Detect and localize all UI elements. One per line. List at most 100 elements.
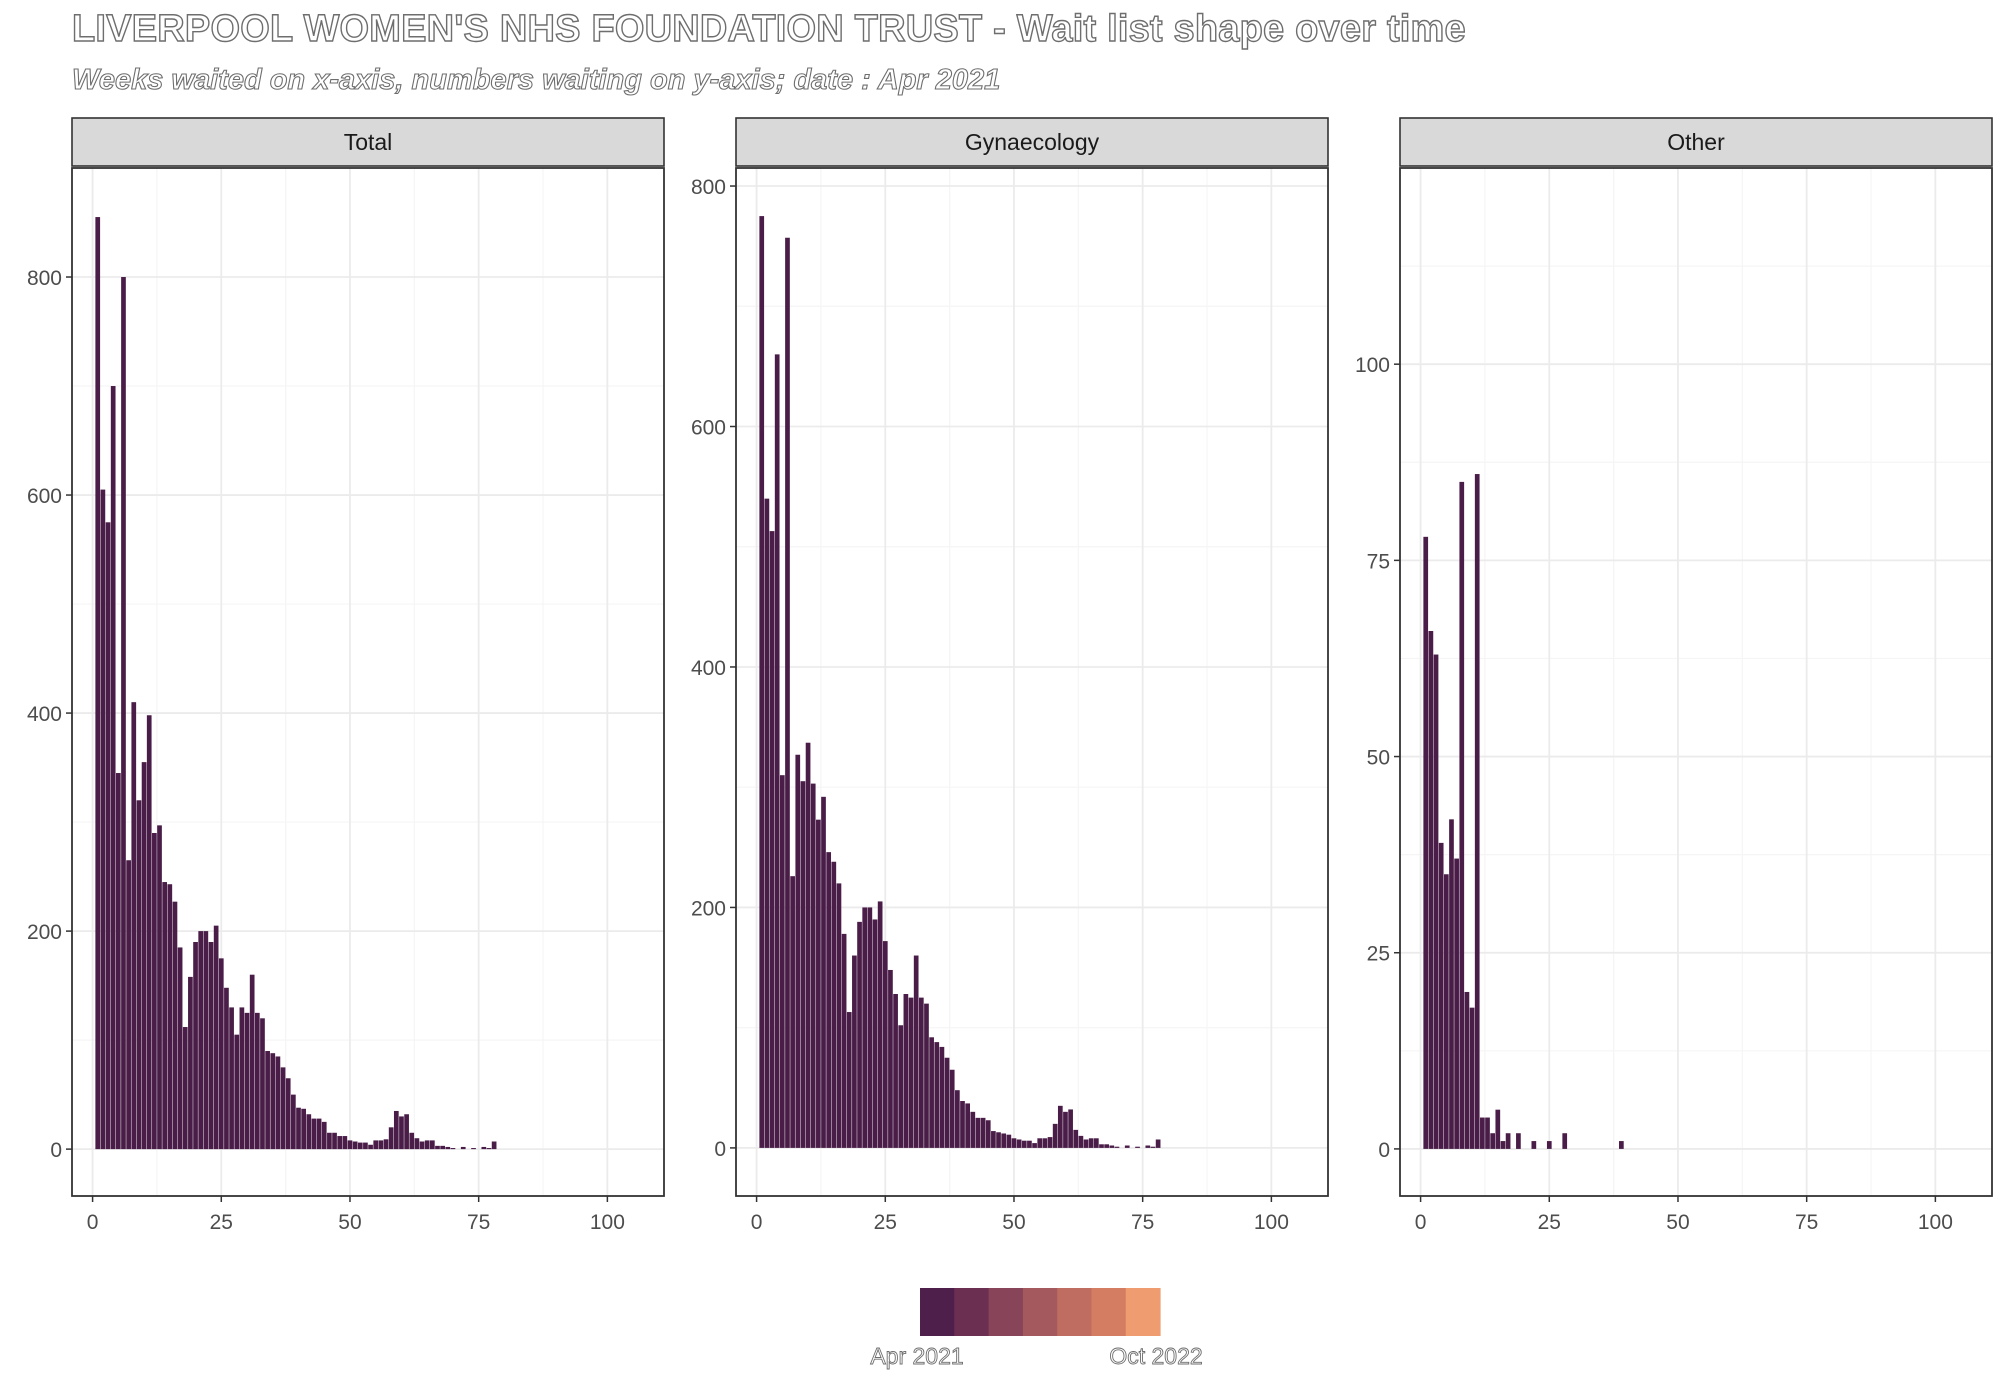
y-tick-label: 800 [27,267,62,290]
panel-strip [1399,117,1993,167]
bar [193,941,198,1150]
x-tick-label: 0 [1415,1211,1427,1234]
bar [1068,1109,1073,1148]
bar [774,354,780,1148]
x-tick-label: 25 [1538,1211,1561,1234]
bar [157,825,162,1150]
bar [177,947,183,1150]
bar-series [95,217,497,1150]
bar [115,773,121,1150]
bar [1443,874,1449,1149]
bar [1042,1138,1048,1148]
bar [877,901,883,1148]
bar [301,1108,307,1150]
bar [121,277,126,1150]
bar [105,522,111,1150]
bar [285,1078,291,1150]
bar [280,1067,286,1150]
bar [296,1107,301,1150]
bar [960,1101,965,1148]
y-tick-label: 25 [1367,943,1390,966]
bar [1109,1145,1115,1148]
x-tick-label: 0 [87,1211,99,1234]
y-tick-label: 400 [691,657,726,680]
bar [393,1110,399,1150]
y-tick-label: 600 [691,417,726,440]
bar [152,832,157,1150]
bar [1438,842,1444,1149]
bar [162,882,168,1150]
bar [882,941,888,1148]
bar [949,1069,955,1148]
bar [857,921,862,1148]
bar [291,1094,296,1150]
bar [471,1148,476,1150]
bar [332,1132,337,1150]
panel-strip [735,117,1329,167]
bar [1011,1138,1017,1148]
bar [146,715,152,1150]
bar [450,1148,456,1150]
bar [846,1012,852,1148]
bar [131,702,137,1150]
chart-title: LIVERPOOL WOMEN'S NHS FOUNDATION TRUST -… [71,7,1466,50]
bar [141,762,147,1150]
panel-strip-label: Gynaecology [965,129,1100,155]
bar [481,1146,487,1150]
bar [800,781,806,1148]
bar [1124,1145,1130,1148]
bar [203,931,209,1150]
bar [239,1007,245,1150]
bar [1423,536,1429,1149]
y-tick-label: 400 [27,703,62,726]
bar [841,933,847,1148]
x-tick-label: 100 [1254,1211,1289,1234]
bar [1516,1133,1521,1149]
bar [275,1056,281,1150]
bar [970,1111,976,1148]
y-tick-label: 0 [714,1138,726,1161]
bar [260,1018,265,1150]
bar [769,531,775,1148]
x-tick-label: 25 [210,1211,233,1234]
bar [1474,474,1480,1149]
y-tick-label: 100 [1355,354,1390,377]
bar [898,1025,904,1148]
bar [1531,1141,1537,1149]
bar [985,1120,991,1148]
bar [903,994,909,1148]
bar [872,919,878,1148]
bar [1021,1140,1027,1148]
y-tick-label: 75 [1367,550,1390,573]
color-legend: Apr 2021 Oct 2022 [870,1288,1203,1369]
bar [234,1034,240,1150]
bar [980,1117,986,1148]
bar [831,861,837,1148]
bar [1505,1133,1511,1149]
legend-swatch [1057,1288,1092,1336]
bar [1073,1129,1079,1148]
bar [373,1140,379,1150]
bar [1433,654,1439,1149]
legend-end-label: Oct 2022 [1109,1343,1202,1369]
bar [939,1046,945,1148]
bar [996,1132,1001,1148]
bar [224,987,229,1150]
bar [867,907,873,1148]
bar [213,925,219,1150]
bar [1063,1111,1068,1148]
bar [491,1141,497,1150]
bar [1454,858,1459,1149]
legend-swatch [954,1288,990,1336]
bar [821,796,826,1148]
bar [944,1057,950,1148]
bar-series [1423,474,1624,1149]
bar [429,1140,435,1150]
bar [445,1146,451,1150]
bar [1016,1139,1022,1148]
bar [486,1148,492,1150]
x-tick-label: 25 [874,1211,897,1234]
bar [893,994,898,1148]
bar [862,907,868,1148]
bar [388,1127,394,1150]
